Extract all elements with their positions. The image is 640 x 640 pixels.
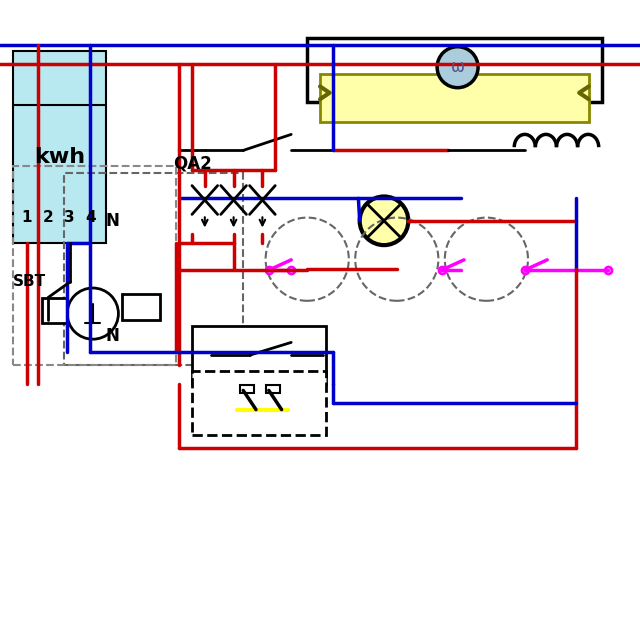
- Text: 3: 3: [64, 210, 74, 225]
- Bar: [64, 173, 243, 365]
- Bar: [42, 298, 67, 323]
- Bar: [320, 74, 589, 122]
- Circle shape: [67, 288, 118, 339]
- Text: N: N: [105, 327, 119, 345]
- Text: SBT: SBT: [13, 274, 46, 289]
- Bar: [192, 371, 326, 435]
- Text: 1: 1: [22, 210, 32, 225]
- Text: QA2: QA2: [173, 154, 211, 172]
- Circle shape: [360, 196, 408, 245]
- Bar: [122, 294, 160, 320]
- Text: N: N: [105, 212, 119, 230]
- Bar: [307, 38, 602, 102]
- Text: 4: 4: [85, 210, 95, 225]
- Text: ω: ω: [451, 58, 465, 76]
- Bar: [13, 166, 176, 365]
- FancyBboxPatch shape: [13, 51, 106, 243]
- Bar: [266, 385, 280, 393]
- Text: 2: 2: [43, 210, 53, 225]
- Circle shape: [437, 47, 478, 88]
- Bar: [192, 326, 326, 384]
- Text: kwh: kwh: [34, 147, 84, 167]
- Bar: [240, 385, 254, 393]
